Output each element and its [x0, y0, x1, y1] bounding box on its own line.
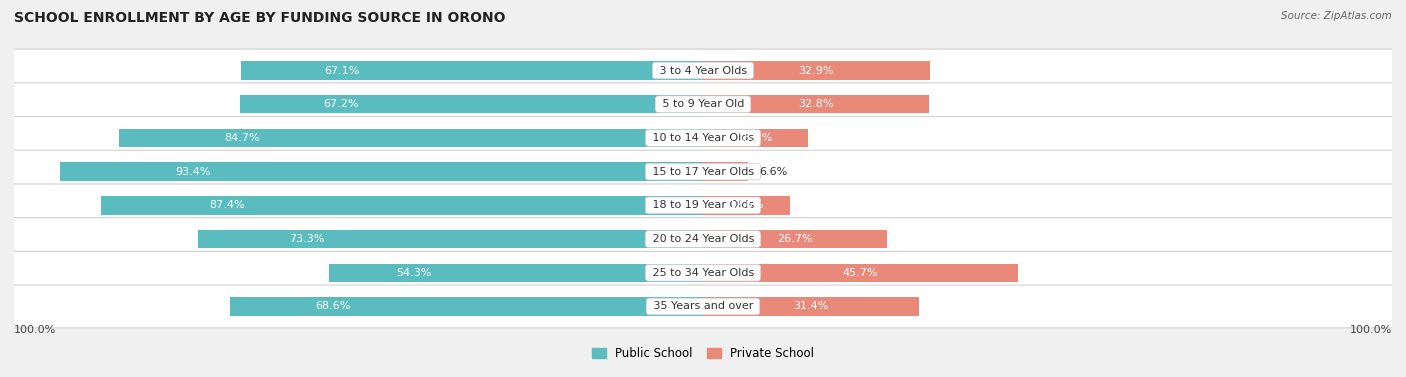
FancyBboxPatch shape	[8, 184, 1398, 227]
FancyBboxPatch shape	[8, 49, 1398, 92]
FancyBboxPatch shape	[8, 83, 1398, 126]
Bar	[101, 196, 703, 215]
Bar	[703, 129, 808, 147]
Text: 26.7%: 26.7%	[778, 234, 813, 244]
Bar	[240, 61, 703, 80]
Text: 84.7%: 84.7%	[225, 133, 260, 143]
Text: 93.4%: 93.4%	[176, 167, 211, 177]
Text: 10 to 14 Year Olds: 10 to 14 Year Olds	[648, 133, 758, 143]
Text: SCHOOL ENROLLMENT BY AGE BY FUNDING SOURCE IN ORONO: SCHOOL ENROLLMENT BY AGE BY FUNDING SOUR…	[14, 11, 506, 25]
FancyBboxPatch shape	[8, 251, 1398, 294]
Text: 25 to 34 Year Olds: 25 to 34 Year Olds	[648, 268, 758, 278]
Text: 67.1%: 67.1%	[323, 66, 360, 75]
Text: 6.6%: 6.6%	[759, 167, 787, 177]
Bar	[120, 129, 703, 147]
Text: 100.0%: 100.0%	[14, 325, 56, 335]
Text: 12.6%: 12.6%	[728, 200, 763, 210]
Text: 20 to 24 Year Olds: 20 to 24 Year Olds	[648, 234, 758, 244]
Bar	[329, 264, 703, 282]
Text: 67.2%: 67.2%	[323, 99, 359, 109]
Bar	[703, 297, 920, 316]
Legend: Public School, Private School: Public School, Private School	[592, 347, 814, 360]
Bar	[240, 95, 703, 113]
FancyBboxPatch shape	[8, 150, 1398, 193]
Text: 18 to 19 Year Olds: 18 to 19 Year Olds	[648, 200, 758, 210]
Text: Source: ZipAtlas.com: Source: ZipAtlas.com	[1281, 11, 1392, 21]
Bar	[703, 230, 887, 248]
Text: 87.4%: 87.4%	[209, 200, 245, 210]
Bar	[703, 196, 790, 215]
Text: 32.8%: 32.8%	[799, 99, 834, 109]
Text: 35 Years and over: 35 Years and over	[650, 302, 756, 311]
Text: 15.3%: 15.3%	[738, 133, 773, 143]
Bar	[59, 162, 703, 181]
FancyBboxPatch shape	[8, 116, 1398, 159]
Text: 45.7%: 45.7%	[842, 268, 879, 278]
Bar	[703, 95, 929, 113]
Text: 73.3%: 73.3%	[288, 234, 325, 244]
Text: 100.0%: 100.0%	[1350, 325, 1392, 335]
Text: 15 to 17 Year Olds: 15 to 17 Year Olds	[648, 167, 758, 177]
Bar	[231, 297, 703, 316]
Text: 54.3%: 54.3%	[396, 268, 432, 278]
Text: 68.6%: 68.6%	[315, 302, 352, 311]
Text: 5 to 9 Year Old: 5 to 9 Year Old	[658, 99, 748, 109]
Text: 3 to 4 Year Olds: 3 to 4 Year Olds	[655, 66, 751, 75]
Bar	[703, 162, 748, 181]
FancyBboxPatch shape	[8, 218, 1398, 261]
Text: 32.9%: 32.9%	[799, 66, 834, 75]
Text: 31.4%: 31.4%	[793, 302, 830, 311]
Bar	[703, 264, 1018, 282]
Bar	[703, 61, 929, 80]
FancyBboxPatch shape	[8, 285, 1398, 328]
Bar	[198, 230, 703, 248]
